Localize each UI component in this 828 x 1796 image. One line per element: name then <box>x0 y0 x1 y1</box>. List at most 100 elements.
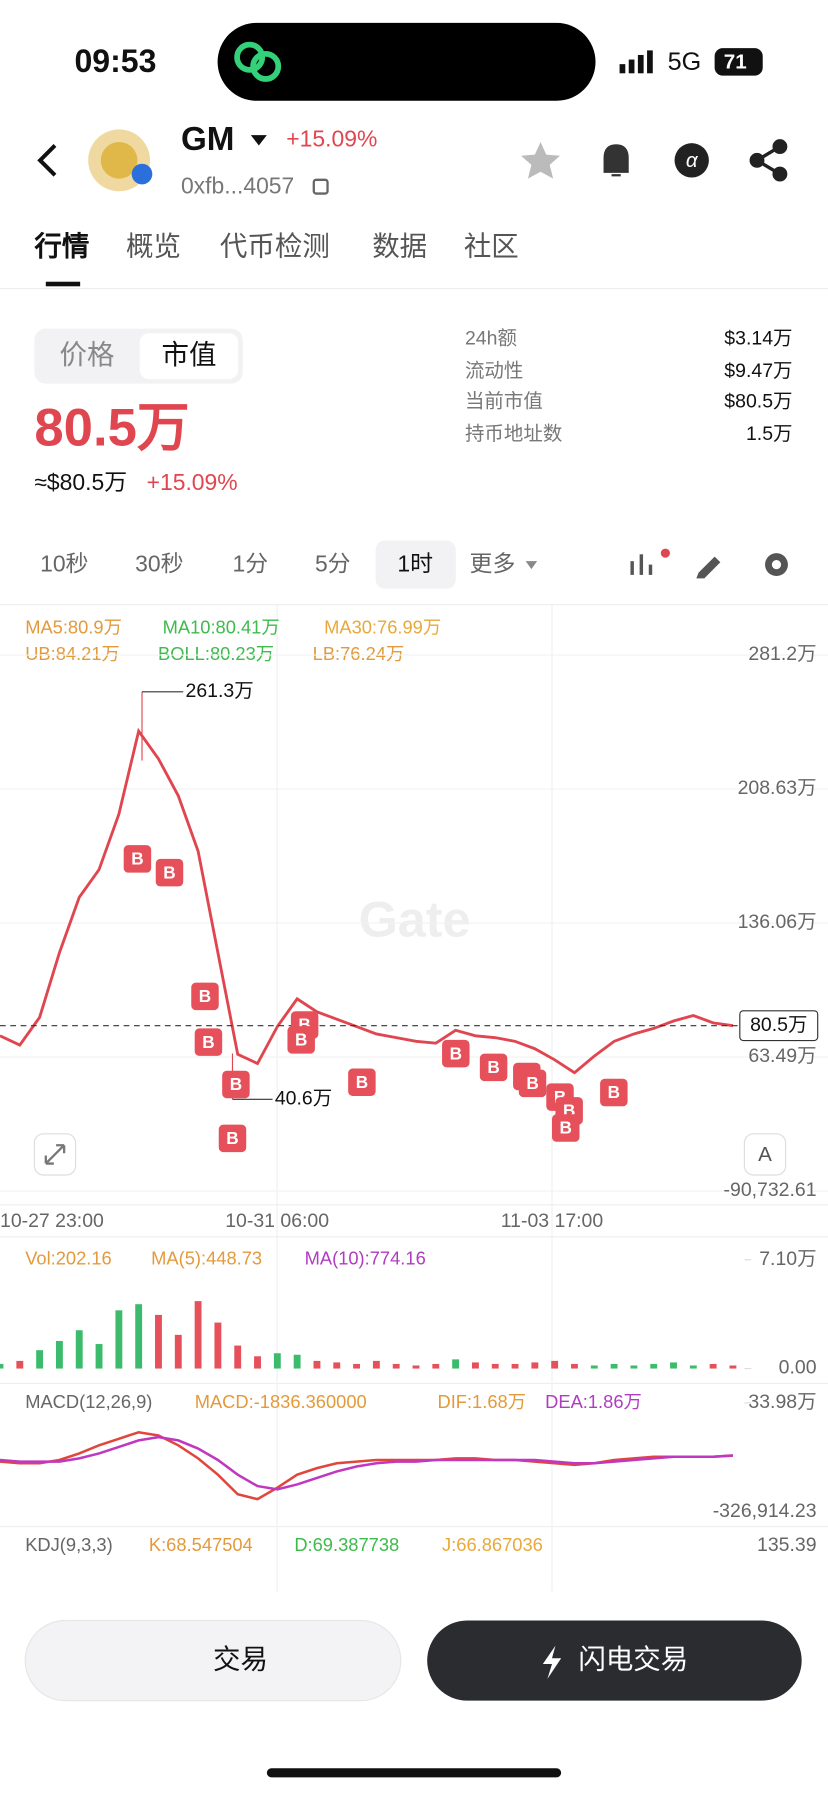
stat-value: $80.5万 <box>724 390 793 413</box>
volume-legend: MA(10):774.16 <box>305 1248 426 1269</box>
tab[interactable]: 行情 <box>34 231 90 263</box>
volume-bar <box>689 1365 697 1369</box>
trade-marker-label: B <box>608 1082 620 1102</box>
home-indicator <box>266 1768 562 1778</box>
app-icon <box>234 41 282 82</box>
interval-selected[interactable] <box>375 540 456 589</box>
tab[interactable]: 代币检测 <box>219 231 330 263</box>
chain-badge <box>131 163 153 185</box>
toggle-option[interactable]: 价格 <box>59 340 115 372</box>
dropdown-icon[interactable] <box>250 135 267 146</box>
trade-marker-label: B <box>202 1032 214 1052</box>
trade-marker-label: B <box>163 862 175 882</box>
copy-icon[interactable] <box>312 178 329 195</box>
volume-bar <box>412 1365 420 1369</box>
x-tick-label: 10-27 23:00 <box>0 1210 104 1232</box>
watermark: Gate <box>359 890 471 947</box>
indicator-icon[interactable] <box>630 554 653 575</box>
volume-bar <box>372 1360 380 1369</box>
volume-bar <box>571 1363 578 1369</box>
interval[interactable]: 5分 <box>314 552 351 578</box>
trade-marker <box>155 858 184 887</box>
flash-icon <box>542 1645 562 1679</box>
network: 5G <box>667 46 702 76</box>
market-cap: 80.5万 <box>34 397 190 457</box>
volume-bar <box>333 1362 341 1369</box>
market-cap-change: +15.09% <box>146 470 238 496</box>
trade-marker <box>191 982 219 1011</box>
trade-marker <box>287 1026 315 1054</box>
volume-bar <box>531 1362 539 1369</box>
tab[interactable]: 数据 <box>372 231 428 263</box>
trade-marker-label: B <box>356 1072 368 1092</box>
token-symbol[interactable]: GM <box>180 121 235 159</box>
volume-bar <box>234 1345 242 1369</box>
volume-bar <box>194 1301 202 1369</box>
flash-trade-button[interactable] <box>427 1620 802 1701</box>
volume-bar <box>610 1363 618 1369</box>
kdj-legend: J:66.867036 <box>442 1534 543 1555</box>
volume-bar <box>0 1363 4 1369</box>
boll-legend: LB:76.24万 <box>313 643 405 664</box>
volume-bar <box>511 1363 519 1369</box>
alert-icon[interactable] <box>603 144 629 177</box>
volume-bar <box>115 1310 123 1369</box>
stat-value: $9.47万 <box>724 359 793 381</box>
interval[interactable]: 30秒 <box>135 552 184 578</box>
trade-marker-label: B <box>487 1057 499 1077</box>
more-icon[interactable] <box>525 561 538 570</box>
macd-legend: MACD(12,26,9) <box>25 1391 152 1412</box>
macd-tick-label: 33.98万 <box>748 1391 816 1413</box>
trade-marker <box>218 1124 247 1153</box>
volume-bar <box>353 1363 361 1369</box>
trade-marker-label: B <box>131 849 143 869</box>
macd-legend: DIF:1.68万 <box>437 1391 526 1412</box>
y-tick-label: 208.63万 <box>738 777 817 799</box>
trade-marker <box>194 1028 223 1056</box>
line-series <box>0 1435 734 1491</box>
y-tick-label: 281.2万 <box>748 643 816 665</box>
volume-bar <box>36 1350 44 1369</box>
volume-bar <box>16 1360 24 1369</box>
interval[interactable]: 更多 <box>469 552 516 578</box>
trade-label[interactable]: 交易 <box>213 1644 268 1676</box>
trade-marker <box>479 1053 508 1082</box>
stat-label: 持币地址数 <box>464 422 563 444</box>
token-logo-inner <box>100 142 138 179</box>
interval[interactable]: 1时 <box>397 552 434 578</box>
volume-bar <box>590 1365 598 1369</box>
volume-bar <box>452 1359 460 1369</box>
volume-tick-label: 0.00 <box>779 1357 817 1379</box>
volume-bar <box>551 1360 559 1369</box>
trade-button[interactable] <box>24 1619 402 1702</box>
flash-trade-label[interactable]: 闪电交易 <box>578 1644 689 1676</box>
ma-legend: MA30:76.99万 <box>324 617 441 638</box>
stat-label: 流动性 <box>464 359 524 381</box>
toggle-selected[interactable] <box>139 333 239 380</box>
trade-marker-label: B <box>230 1074 242 1094</box>
contract-address[interactable]: 0xfb...4057 <box>180 174 295 200</box>
volume-tick-label: 7.10万 <box>759 1248 816 1270</box>
trade-marker <box>123 845 152 873</box>
ma-legend: MA10:80.41万 <box>163 617 280 638</box>
volume-bar <box>729 1365 737 1369</box>
share-icon[interactable] <box>749 139 788 182</box>
star-icon[interactable] <box>521 142 561 179</box>
trade-marker-label: B <box>526 1073 538 1093</box>
trade-marker <box>600 1078 628 1107</box>
auto-button[interactable] <box>743 1133 787 1176</box>
tab[interactable]: 概览 <box>125 231 181 263</box>
back-icon[interactable] <box>37 144 57 177</box>
toggle-option[interactable]: 市值 <box>161 340 217 372</box>
x-tick-label: 11-03 17:00 <box>501 1210 604 1232</box>
alpha-icon[interactable] <box>674 143 709 178</box>
tab-underline <box>45 281 81 287</box>
x-tick-label: 10-31 06:00 <box>225 1210 329 1232</box>
interval[interactable]: 10秒 <box>40 552 89 578</box>
draw-icon[interactable] <box>696 556 721 579</box>
interval[interactable]: 1分 <box>232 552 269 578</box>
macd-legend: MACD:-1836.360000 <box>195 1391 367 1412</box>
tab[interactable]: 社区 <box>463 231 519 263</box>
alpha-glyph: α <box>686 149 699 172</box>
